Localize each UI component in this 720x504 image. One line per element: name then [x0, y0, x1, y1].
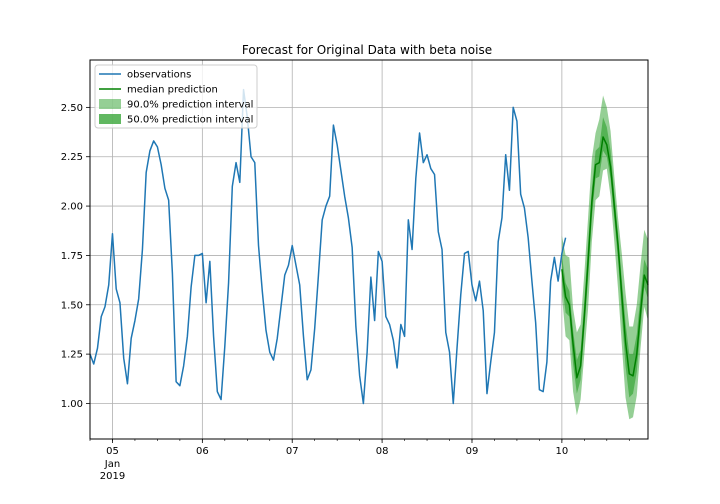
y-tick-label: 2.25: [61, 152, 83, 163]
y-axis-ticks: 1.00 1.25 1.50 1.75 2.00 2.25 2.50: [61, 103, 90, 410]
chart-title: Forecast for Original Data with beta noi…: [242, 43, 492, 57]
legend-interval-50-label: 50.0% prediction interval: [127, 115, 253, 126]
legend-interval-50-swatch: [99, 114, 121, 124]
legend-observations-label: observations: [127, 70, 191, 81]
y-tick-label: 2.50: [61, 103, 83, 114]
legend-interval-90-swatch: [99, 99, 121, 109]
legend-median-prediction-label: median prediction: [127, 85, 218, 96]
legend-interval-90-label: 90.0% prediction interval: [127, 100, 253, 111]
y-tick-label: 1.50: [61, 300, 83, 311]
observations-line: [89, 88, 567, 405]
x-tick-label: 07: [286, 446, 299, 457]
x-tick-label: 10: [555, 446, 568, 457]
observations-series: [89, 88, 567, 405]
x-tick-label: 08: [376, 446, 389, 457]
median-line: [561, 136, 649, 379]
x-tick-label: 05: [106, 446, 119, 457]
y-tick-label: 1.75: [61, 251, 83, 262]
x-tick-label: 09: [466, 446, 479, 457]
y-tick-label: 2.00: [61, 202, 83, 213]
median-prediction-series: [561, 136, 649, 379]
y-tick-label: 1.25: [61, 350, 83, 361]
plot-frame: [89, 59, 649, 440]
x-tick-sublabel: Jan: [104, 459, 120, 470]
y-tick-label: 1.00: [61, 399, 83, 410]
x-tick-sublabel: 2019: [100, 471, 125, 482]
x-tick-label: 06: [196, 446, 209, 457]
legend-box: [94, 64, 258, 129]
legend: observations median prediction 90.0% predi…: [94, 64, 258, 129]
